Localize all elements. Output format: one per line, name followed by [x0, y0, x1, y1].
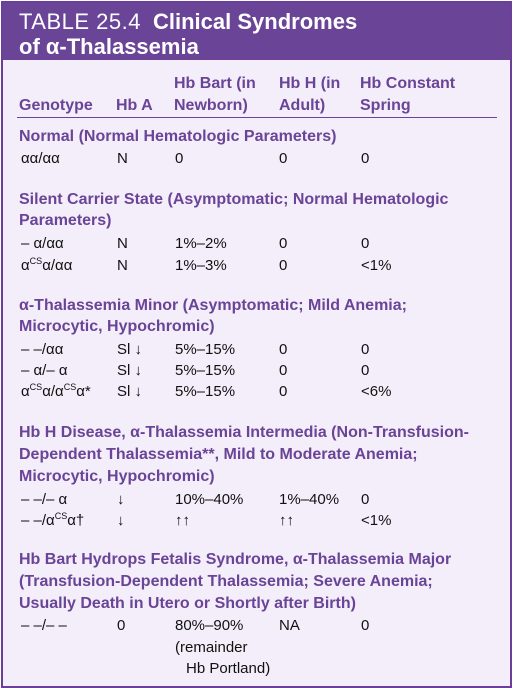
header-hbh-line1: Hb H (in [279, 75, 341, 92]
hb-bart-cell: 80%–90% [175, 617, 244, 634]
cs-cell: <1% [361, 512, 392, 529]
hb-bart-note-line1: (remainder [175, 639, 248, 656]
genotype-cell: αCSα/αCSα* [21, 382, 91, 401]
section-heading-hbh-line2: Dependent Thalassemia**, Mild to Moderat… [19, 446, 418, 463]
title-bar: TABLE 25.4 Clinical Syndromes of α-Thalas… [3, 3, 510, 60]
section-heading-normal: Normal (Normal Hematologic Parameters) [19, 128, 337, 145]
hba-cell: ↓ [117, 512, 125, 529]
hbh-cell: 0 [279, 150, 288, 167]
header-hba: Hb A [116, 97, 153, 114]
cs-cell: 0 [361, 362, 370, 379]
cs-cell: 0 [361, 341, 370, 358]
hbh-cell: 0 [279, 341, 288, 358]
genotype-cell: – –/αα [21, 341, 64, 358]
hb-bart-note-line2: Hb Portland) [186, 660, 271, 677]
hba-cell: Sl ↓ [117, 362, 143, 379]
cs-cell: 0 [361, 235, 370, 252]
hba-cell: N [117, 257, 128, 274]
section-heading-hbh-line1: Hb H Disease, α-Thalassemia Intermedia (… [19, 424, 469, 441]
table-title-line1: TABLE 25.4 Clinical Syndromes [19, 9, 357, 35]
section-heading-silent-carrier-line2: Parameters) [19, 212, 112, 229]
section-heading-silent-carrier-line1: Silent Carrier State (Asymptomatic; Norm… [19, 191, 449, 208]
section-heading-hydrops-line1: Hb Bart Hydrops Fetalis Syndrome, α-Thal… [19, 551, 452, 568]
hb-bart-cell: 1%–2% [175, 235, 227, 252]
genotype-cell: – –/– α [21, 491, 68, 508]
table-title-part1: Clinical Syndromes [153, 9, 358, 34]
cs-cell: 0 [361, 491, 370, 508]
cs-cell: <6% [361, 383, 392, 400]
hbh-cell: ↑↑ [279, 512, 294, 529]
hbh-cell: NA [279, 617, 300, 634]
header-cs-line2: Spring [360, 97, 411, 114]
hbh-cell: 0 [279, 383, 288, 400]
section-heading-hydrops-line2: (Transfusion-Dependent Thalassemia; Seve… [19, 573, 433, 590]
hbh-cell: 0 [279, 235, 288, 252]
header-hbh-line2: Adult) [279, 97, 326, 114]
hba-cell: Sl ↓ [117, 383, 143, 400]
genotype-cell: – α/– α [21, 362, 68, 379]
genotype-cell: – –/αCSα† [21, 511, 85, 530]
genotype-cell: αCSα/αα [21, 256, 73, 275]
genotype-cell: αα/αα [21, 150, 60, 167]
section-heading-thal-minor-line2: Microcytic, Hypochromic) [19, 318, 215, 335]
header-hb-bart-line1: Hb Bart (in [174, 75, 256, 92]
hb-bart-cell: 1%–3% [175, 257, 227, 274]
hb-bart-cell: ↑↑ [175, 512, 190, 529]
hba-cell: N [117, 150, 128, 167]
hb-bart-cell: 5%–15% [175, 341, 236, 358]
section-heading-hbh-line3: Microcytic, Hypochromic) [19, 468, 215, 485]
genotype-cell: – –/– – [21, 617, 67, 634]
table-title-part2: of α-Thalassemia [19, 34, 199, 59]
hba-cell: ↓ [117, 491, 125, 508]
hba-cell: 0 [117, 617, 126, 634]
hbh-cell: 0 [279, 257, 288, 274]
header-rule [17, 117, 497, 118]
hbh-cell: 1%–40% [279, 491, 340, 508]
cs-cell: 0 [361, 617, 370, 634]
hb-bart-cell: 5%–15% [175, 362, 236, 379]
section-heading-thal-minor-line1: α-Thalassemia Minor (Asymptomatic; Mild … [19, 297, 407, 314]
hba-cell: Sl ↓ [117, 341, 143, 358]
header-genotype: Genotype [19, 97, 93, 114]
cs-cell: 0 [361, 150, 370, 167]
header-hb-bart-line2: Newborn) [174, 97, 248, 114]
hb-bart-cell: 5%–15% [175, 383, 236, 400]
table-number: TABLE 25.4 [19, 9, 141, 34]
header-cs-line1: Hb Constant [360, 75, 456, 92]
hbh-cell: 0 [279, 362, 288, 379]
hba-cell: N [117, 235, 128, 252]
genotype-cell: – α/αα [21, 235, 64, 252]
hb-bart-cell: 0 [175, 150, 184, 167]
cs-cell: <1% [361, 257, 392, 274]
hb-bart-cell: 10%–40% [175, 491, 244, 508]
section-heading-hydrops-line3: Usually Death in Utero or Shortly after … [19, 595, 356, 612]
